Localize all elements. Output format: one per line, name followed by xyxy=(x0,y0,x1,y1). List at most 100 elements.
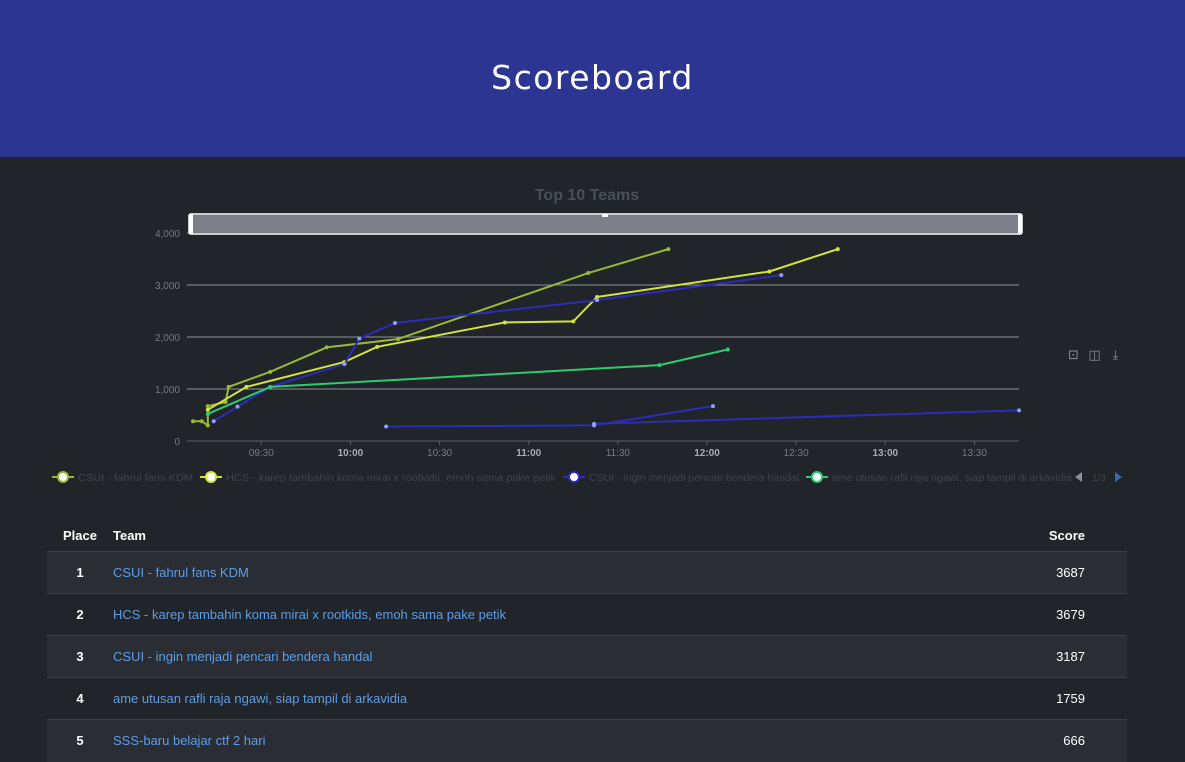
chart-title: Top 10 Teams xyxy=(535,187,639,204)
data-point xyxy=(268,384,273,389)
data-point xyxy=(244,384,249,389)
download-icon[interactable]: ⤓ xyxy=(1112,347,1119,362)
team-link[interactable]: ame utusan rafli raja ngawi, siap tampil… xyxy=(113,691,408,706)
data-point xyxy=(767,269,772,274)
data-point xyxy=(502,320,507,325)
data-point xyxy=(199,419,204,424)
series-line-4 xyxy=(207,348,729,415)
legend-label: CSUI - fahrul fans KDM xyxy=(78,473,193,484)
x-tick-label: 12:00 xyxy=(694,448,720,459)
data-point xyxy=(268,369,273,374)
data-point xyxy=(592,421,597,426)
zoom-icon[interactable]: ⊡ xyxy=(1068,347,1079,362)
data-point xyxy=(586,271,591,276)
page-title: Scoreboard xyxy=(491,58,694,97)
y-tick-label: 4,000 xyxy=(155,229,180,240)
restore-icon[interactable]: ◫ xyxy=(1088,347,1101,362)
series-line-3 xyxy=(213,274,782,423)
data-point xyxy=(342,362,347,367)
data-point xyxy=(357,336,362,341)
row-score: 3679 xyxy=(958,593,1127,636)
data-point xyxy=(205,411,210,416)
x-tick-label: 12:30 xyxy=(784,448,809,459)
data-point xyxy=(384,424,389,429)
y-tick-label: 3,000 xyxy=(155,281,180,292)
y-tick-label: 0 xyxy=(174,437,180,448)
data-point xyxy=(1017,408,1021,413)
x-tick-label: 13:00 xyxy=(872,448,898,459)
x-tick-label: 13:30 xyxy=(962,448,987,459)
team-link[interactable]: HCS - karep tambahin koma mirai x rootki… xyxy=(113,607,507,622)
data-point xyxy=(571,319,576,324)
header-banner: Scoreboard xyxy=(0,0,1185,157)
data-point xyxy=(779,273,784,278)
row-score: 3187 xyxy=(958,635,1127,678)
data-point xyxy=(375,344,380,349)
legend-page: 1/3 xyxy=(1092,473,1106,484)
data-point xyxy=(211,419,216,424)
table-row: 2 HCS - karep tambahin koma mirai x root… xyxy=(47,593,1127,636)
data-point xyxy=(226,384,231,389)
triangle-left-icon xyxy=(1075,472,1082,482)
data-point xyxy=(835,247,840,252)
series-line-5 xyxy=(386,405,714,428)
table-row: 3 CSUI - ingin menjadi pencari bendera h… xyxy=(47,635,1127,678)
table-header-row: Place Team Score xyxy=(47,517,1127,552)
scoreboard-table: Place Team Score 1 CSUI - fahrul fans KD… xyxy=(47,517,1127,762)
table-row: 1 CSUI - fahrul fans KDM 3687 xyxy=(47,551,1127,594)
x-tick-label: 10:00 xyxy=(338,448,364,459)
y-tick-label: 1,000 xyxy=(155,385,180,396)
legend-swatch-marker xyxy=(568,471,580,483)
triangle-right-icon xyxy=(1115,472,1122,482)
score-chart: Top 10 Teams 0 1,000 2,000 3,000 4,000 09:30 10… xyxy=(52,187,1122,484)
row-place: 5 xyxy=(47,719,113,762)
zoom-handle-right xyxy=(1018,214,1022,234)
data-point xyxy=(725,347,730,352)
data-point xyxy=(393,320,397,325)
legend-label: HCS - karep tambahin koma mirai x rootki… xyxy=(226,473,557,484)
row-place: 3 xyxy=(47,635,113,678)
data-point xyxy=(657,363,662,368)
data-point xyxy=(395,337,400,342)
table-row: 5 SSS-baru belajar ctf 2 hari 666 xyxy=(47,719,1127,762)
x-tick-label: 11:30 xyxy=(606,448,631,459)
data-point xyxy=(595,298,600,303)
data-point xyxy=(205,404,210,409)
data-point xyxy=(710,404,715,409)
legend-swatch-marker xyxy=(57,471,69,483)
x-tick-label: 09:30 xyxy=(249,448,274,459)
legend-label: CSUI - ingin menjadi pencari bendera han… xyxy=(589,473,799,484)
legend-swatch-marker xyxy=(811,471,823,483)
chart-toolbox: ⊡ ◫ ⤓ xyxy=(1066,347,1123,362)
zoom-handle-left xyxy=(189,214,193,234)
header-place: Place xyxy=(47,517,113,552)
row-place: 2 xyxy=(47,593,113,636)
row-place: 4 xyxy=(47,677,113,720)
chart-container: Top 10 Teams 0 1,000 2,000 3,000 4,000 09:30 10… xyxy=(0,157,1185,497)
data-point xyxy=(666,247,671,252)
data-point xyxy=(235,404,240,409)
data-point xyxy=(205,423,210,428)
data-point xyxy=(324,345,329,350)
table-row: 4 ame utusan rafli raja ngawi, siap tamp… xyxy=(47,677,1127,720)
data-point xyxy=(190,419,195,424)
x-tick-label: 10:30 xyxy=(427,448,452,459)
team-link[interactable]: SSS-baru belajar ctf 2 hari xyxy=(113,733,266,749)
row-score: 3687 xyxy=(958,551,1127,594)
data-point xyxy=(205,407,210,412)
team-link[interactable]: CSUI - fahrul fans KDM xyxy=(113,565,249,580)
y-tick-label: 2,000 xyxy=(155,333,180,344)
x-tick-label: 11:00 xyxy=(516,448,541,459)
row-score: 666 xyxy=(958,719,1127,762)
header-score: Score xyxy=(958,517,1127,552)
row-score: 1759 xyxy=(958,677,1127,720)
scoreboard-table-wrapper: Place Team Score 1 CSUI - fahrul fans KD… xyxy=(47,517,1127,762)
series-line-6 xyxy=(594,409,1020,425)
zoom-grip xyxy=(602,214,608,217)
legend-label: ame utusan rafli raja ngawi, siap tampil… xyxy=(832,473,1072,484)
header-team: Team xyxy=(113,517,959,552)
data-point xyxy=(223,400,228,404)
data-point xyxy=(595,294,600,299)
team-link[interactable]: CSUI - ingin menjadi pencari bendera han… xyxy=(113,649,373,664)
legend-swatch-marker xyxy=(205,471,217,483)
